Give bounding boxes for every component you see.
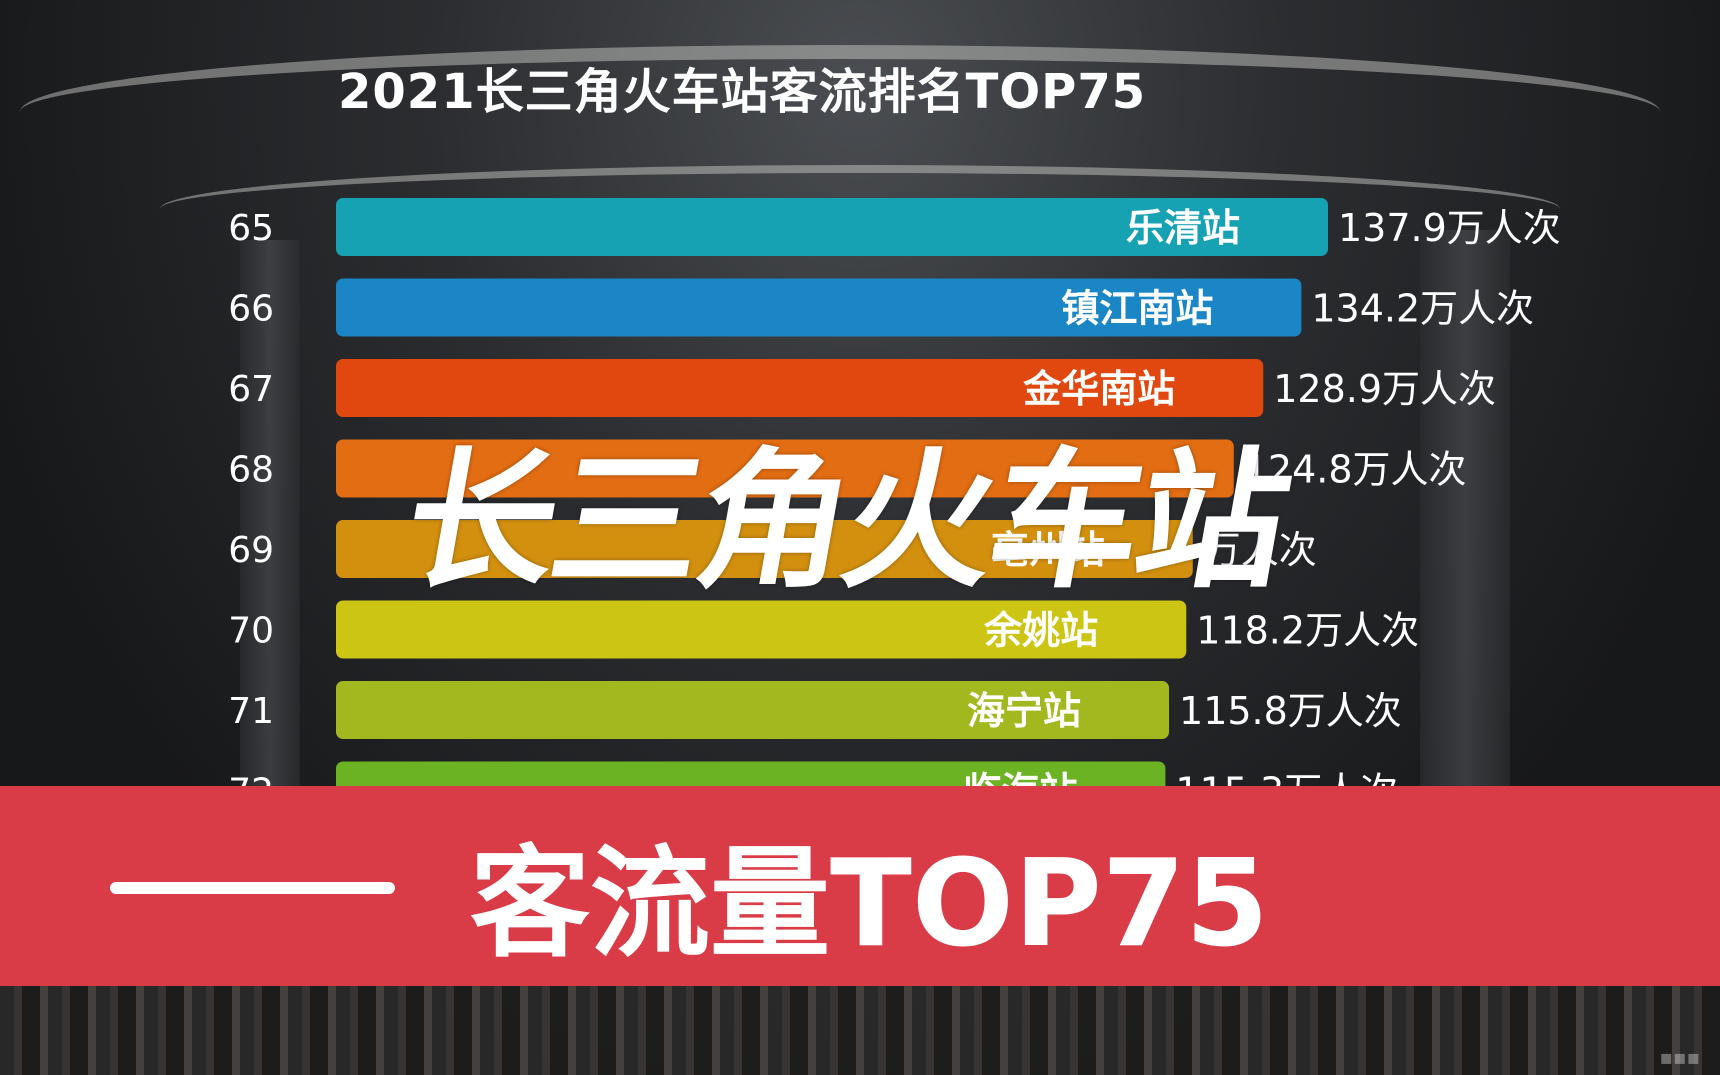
chart-title: 2021长三角火车站客流排名TOP75 xyxy=(338,64,1147,120)
rank-label: 67 xyxy=(228,369,274,410)
value-label: 134.2万人次 xyxy=(1311,287,1534,331)
value-label: 118.2万人次 xyxy=(1196,609,1419,653)
rank-label: 69 xyxy=(228,530,274,571)
rank-label: 66 xyxy=(228,289,274,330)
pillar xyxy=(240,240,300,860)
value-label: 137.9万人次 xyxy=(1338,206,1561,250)
ceiling-ring xyxy=(160,165,1560,253)
station-label: 镇江南站 xyxy=(1061,287,1213,331)
bar xyxy=(336,198,1328,256)
station-label: 乐清站 xyxy=(1126,206,1240,250)
bar xyxy=(336,681,1170,739)
rank-label: 70 xyxy=(228,611,274,652)
crowd-strip xyxy=(0,980,1720,1075)
value-label: 万人次 xyxy=(1203,528,1317,572)
rank-label: 71 xyxy=(228,691,274,732)
value-label: 124.8万人次 xyxy=(1244,448,1467,492)
banner-text: 客流量TOP75 xyxy=(470,835,1269,974)
bar xyxy=(336,359,1264,417)
banner-dash xyxy=(110,882,395,894)
bar xyxy=(336,520,1193,578)
bar xyxy=(336,278,1302,337)
pillar xyxy=(1420,230,1510,870)
overlay-caption: 长三角火车站 xyxy=(392,435,1299,609)
watermark: ▪▪▪ xyxy=(1659,1045,1700,1069)
station-label: 海宁站 xyxy=(967,689,1081,733)
rank-label: 65 xyxy=(228,208,274,249)
bar xyxy=(336,439,1234,498)
bar xyxy=(336,600,1187,659)
station-label: 余姚站 xyxy=(983,609,1098,653)
rank-label: 68 xyxy=(228,450,274,491)
red-banner: 客流量TOP75 xyxy=(0,786,1720,986)
value-label: 128.9万人次 xyxy=(1273,367,1496,411)
value-label: 115.8万人次 xyxy=(1179,689,1402,733)
station-label: 金华南站 xyxy=(1022,367,1175,411)
station-label: 亳州站 xyxy=(991,528,1105,572)
